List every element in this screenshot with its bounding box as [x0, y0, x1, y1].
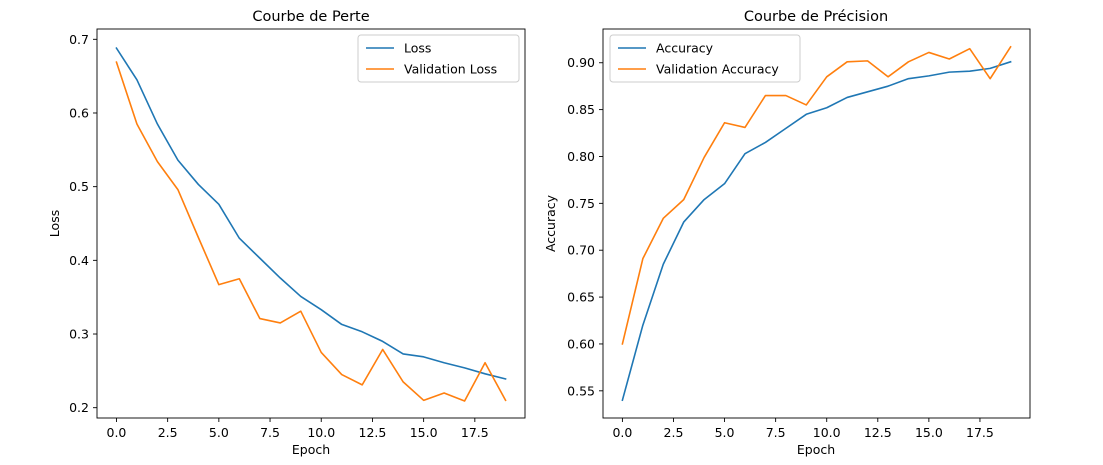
y-tick-label: 0.80	[567, 149, 595, 164]
legend-box	[357, 34, 520, 83]
loss-chart: Courbe de Perte 0.0 2.5 5.0 7.5 10.0 12.5 15.0…	[47, 9, 526, 457]
series-line-accuracy	[621, 60, 1012, 402]
legend-label-validation-accuracy: Validation Accuracy	[656, 62, 779, 77]
y-tick-label: 0.70	[567, 243, 595, 258]
x-tick-label: 10.0	[307, 425, 335, 440]
x-tick-label: 10.0	[813, 425, 841, 440]
ticks: 0.0 2.5 5.0 7.5 10.0 12.5 15.0 17.5 0.55 0.60 0.65…	[567, 55, 994, 440]
plot-frame	[602, 28, 1031, 419]
y-tick-label: 0.55	[567, 383, 595, 398]
y-tick-label: 0.60	[567, 336, 595, 351]
y-tick-label: 0.4	[69, 253, 89, 268]
y-tick-label: 0.85	[567, 102, 595, 117]
y-tick-label: 0.7	[69, 32, 89, 47]
x-tick-label: 17.5	[966, 425, 994, 440]
x-tick-label: 15.0	[915, 425, 943, 440]
x-axis-label: Epoch	[797, 442, 835, 457]
x-axis-label: Epoch	[292, 442, 330, 457]
legend-label-validation-loss: Validation Loss	[404, 62, 497, 77]
x-tick-label: 0.0	[107, 425, 127, 440]
x-tick-label: 15.0	[410, 425, 438, 440]
x-tick-label: 2.5	[158, 425, 178, 440]
x-tick-label: 12.5	[864, 425, 892, 440]
series-line-validation-loss	[115, 61, 507, 402]
chart-title: Courbe de Perte	[252, 9, 369, 25]
legend-label-loss: Loss	[404, 41, 431, 56]
chart-title: Courbe de Précision	[744, 9, 888, 25]
y-tick-label: 0.90	[567, 55, 595, 70]
x-tick-label: 2.5	[664, 425, 684, 440]
x-tick-label: 0.0	[612, 425, 632, 440]
y-tick-label: 0.5	[69, 179, 89, 194]
y-tick-label: 0.2	[69, 400, 89, 415]
x-tick-label: 12.5	[359, 425, 387, 440]
series-line-loss	[115, 47, 507, 380]
plot-frame	[96, 28, 526, 419]
x-tick-label: 5.0	[715, 425, 735, 440]
legend: Loss Validation Loss	[357, 34, 520, 83]
y-tick-label: 0.3	[69, 327, 89, 342]
series-line-validation-accuracy	[621, 45, 1012, 345]
legend: Accuracy Validation Accuracy	[609, 34, 801, 83]
plot-lines	[621, 45, 1012, 402]
x-tick-label: 17.5	[461, 425, 489, 440]
x-tick-label: 5.0	[209, 425, 229, 440]
plot-lines	[115, 47, 507, 402]
legend-label-accuracy: Accuracy	[656, 41, 714, 56]
ticks: 0.0 2.5 5.0 7.5 10.0 12.5 15.0 17.5 0.2 0.3 0.4 0.5…	[69, 32, 489, 440]
legend-box	[609, 34, 801, 83]
y-tick-label: 0.65	[567, 290, 595, 305]
accuracy-chart: Courbe de Précision 0.0 2.5 5.0 7.5 10.0 12.5…	[543, 9, 1031, 457]
y-tick-label: 0.6	[69, 105, 89, 120]
x-tick-label: 7.5	[260, 425, 280, 440]
y-tick-label: 0.75	[567, 196, 595, 211]
y-axis-label: Accuracy	[543, 194, 558, 252]
y-axis-label: Loss	[47, 210, 62, 237]
x-tick-label: 7.5	[766, 425, 786, 440]
